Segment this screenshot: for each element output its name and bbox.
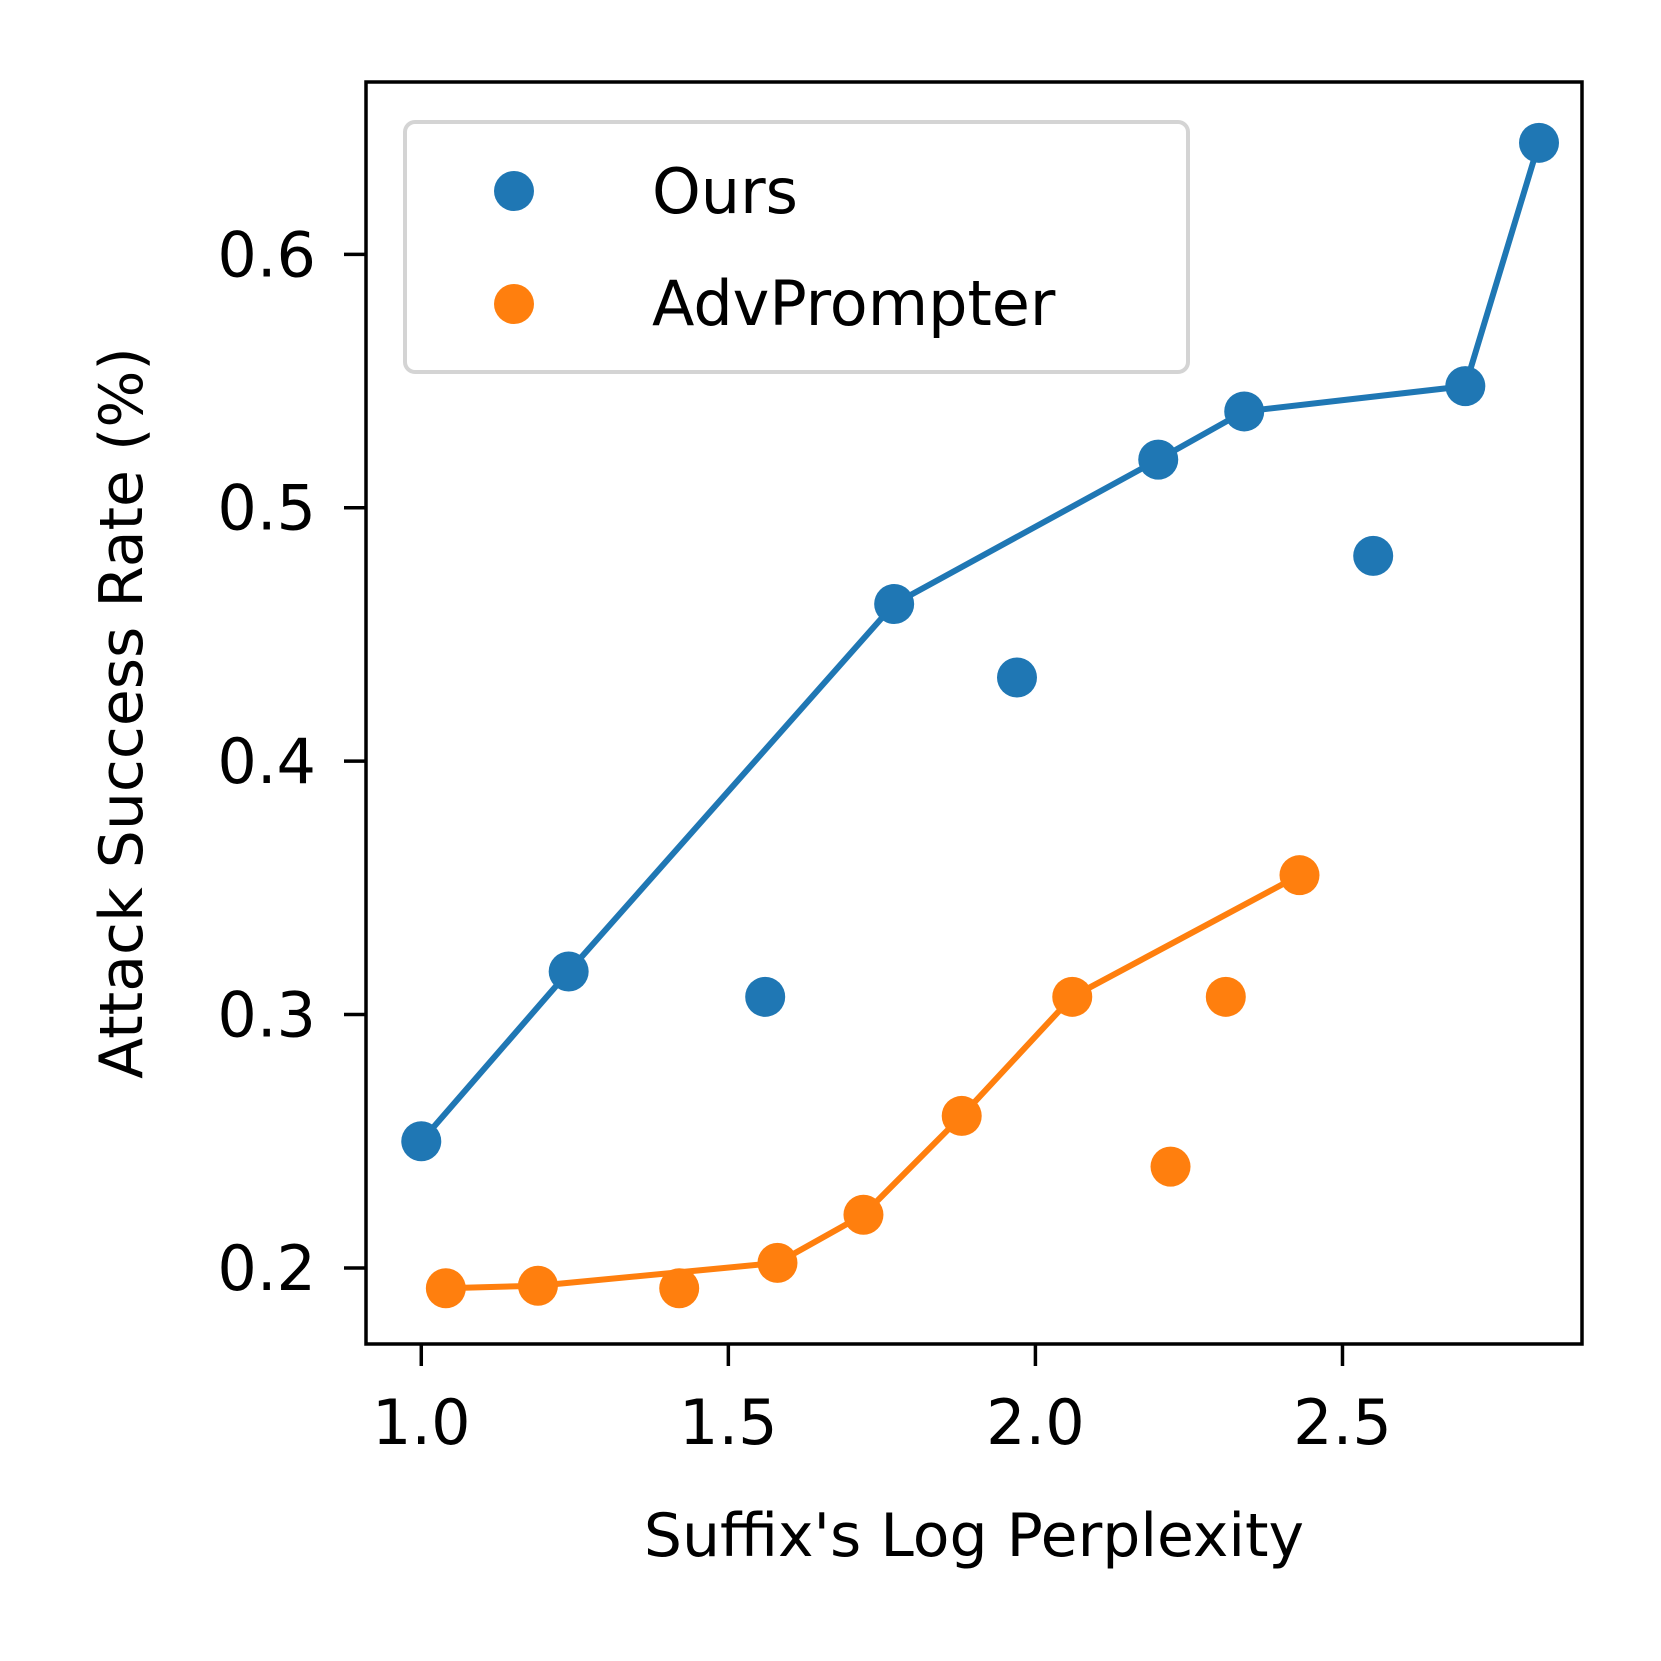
y-tick-label: 0.6 bbox=[217, 218, 316, 291]
data-point-advprompter bbox=[1150, 1146, 1191, 1187]
data-point-ours bbox=[1138, 439, 1179, 480]
x-axis-label: Suffix's Log Perplexity bbox=[644, 1501, 1304, 1571]
legend: Ours AdvPrompter bbox=[403, 120, 1190, 374]
data-point-ours bbox=[401, 1121, 442, 1162]
y-tick-label: 0.4 bbox=[217, 725, 316, 798]
data-point-advprompter bbox=[659, 1268, 700, 1309]
x-tick-label: 1.5 bbox=[679, 1386, 778, 1459]
plot-area-frame bbox=[364, 80, 1584, 1346]
data-point-ours bbox=[1353, 535, 1394, 576]
legend-marker-ours bbox=[494, 171, 534, 211]
data-point-ours bbox=[1519, 122, 1560, 163]
data-point-advprompter bbox=[1279, 855, 1320, 896]
x-tick-label: 2.0 bbox=[986, 1386, 1085, 1459]
data-point-advprompter bbox=[757, 1242, 798, 1283]
legend-marker-advprompter bbox=[494, 284, 534, 324]
y-axis-label: Attack Success Rate (%) bbox=[87, 347, 157, 1079]
data-point-ours bbox=[548, 951, 589, 992]
data-points bbox=[401, 122, 1560, 1309]
x-axis-ticks: 1.0 1.5 2.0 2.5 bbox=[372, 1344, 1392, 1459]
data-point-ours bbox=[874, 584, 915, 625]
data-point-advprompter bbox=[425, 1268, 466, 1309]
data-point-ours bbox=[745, 976, 786, 1017]
x-tick-label: 1.0 bbox=[372, 1386, 471, 1459]
data-point-ours bbox=[1445, 366, 1486, 407]
y-tick-label: 0.2 bbox=[217, 1232, 316, 1305]
y-axis-ticks: 0.2 0.3 0.4 0.5 0.6 bbox=[217, 218, 366, 1305]
y-tick-label: 0.5 bbox=[217, 472, 316, 545]
data-point-advprompter bbox=[1205, 976, 1246, 1017]
data-point-ours bbox=[1224, 391, 1265, 432]
legend-label-ours: Ours bbox=[652, 155, 798, 228]
y-tick-label: 0.3 bbox=[217, 979, 316, 1052]
data-point-advprompter bbox=[517, 1265, 558, 1306]
x-tick-label: 2.5 bbox=[1293, 1386, 1392, 1459]
data-point-advprompter bbox=[843, 1194, 884, 1235]
legend-label-advprompter: AdvPrompter bbox=[652, 267, 1056, 340]
data-point-advprompter bbox=[1052, 976, 1093, 1017]
data-point-advprompter bbox=[941, 1095, 982, 1136]
legend-box bbox=[403, 120, 1190, 374]
data-point-ours bbox=[996, 657, 1037, 698]
